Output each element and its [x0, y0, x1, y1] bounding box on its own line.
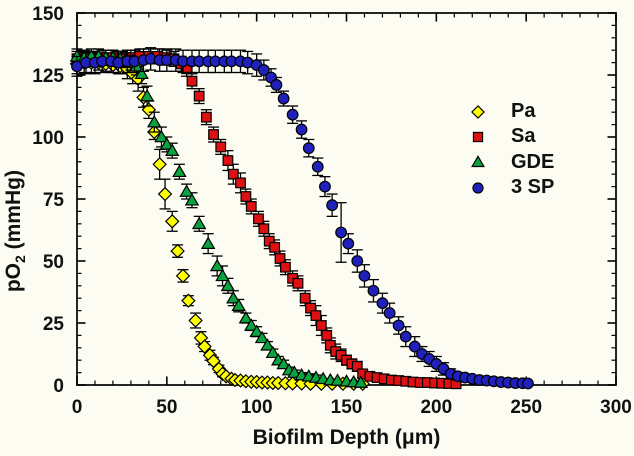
series-3sp	[71, 47, 534, 390]
svg-text:100: 100	[241, 397, 273, 418]
circle-marker-icon	[472, 181, 484, 194]
x-axis-title: Biofilm Depth (μm)	[77, 426, 616, 450]
axis-ticks	[76, 12, 617, 386]
square-marker-icon	[472, 131, 484, 143]
svg-text:300: 300	[600, 397, 632, 418]
svg-text:50: 50	[43, 252, 64, 273]
svg-text:75: 75	[43, 190, 65, 211]
svg-text:150: 150	[331, 397, 363, 418]
y-axis-title-subscript: 2	[12, 255, 29, 263]
legend-label-sa: Sa	[511, 125, 536, 148]
svg-text:125: 125	[32, 66, 64, 87]
y-axis-title: pO2 (mmHg)	[2, 121, 28, 341]
diamond-marker-icon	[471, 104, 485, 119]
svg-text:200: 200	[420, 397, 452, 418]
svg-text:50: 50	[156, 397, 177, 418]
x-axis-title-text: Biofilm Depth (μm)	[252, 426, 441, 449]
legend-label-3sp: 3 SP	[511, 176, 555, 199]
svg-text:250: 250	[510, 397, 542, 418]
svg-text:100: 100	[32, 128, 64, 149]
legend-item-3sp: 3 SP	[467, 175, 554, 200]
data-series-layer	[69, 47, 534, 392]
svg-text:25: 25	[43, 314, 65, 335]
y-axis-title-unit: (mmHg)	[1, 170, 25, 256]
legend-label-gde: GDE	[511, 150, 555, 173]
legend-item-gde: GDE	[467, 150, 554, 175]
legend-label-pa: Pa	[511, 100, 536, 123]
triangle-marker-icon	[471, 155, 485, 168]
y-axis-title-main: pO	[1, 263, 25, 293]
svg-text:150: 150	[32, 4, 64, 25]
axis-tick-labels: 0 50 100 150 200 250 300 0 25 50 75 100 125 150	[32, 4, 632, 418]
svg-text:0: 0	[53, 376, 64, 397]
legend: Pa Sa GDE 3 SP	[467, 99, 554, 200]
legend-item-sa: Sa	[467, 124, 554, 149]
svg-text:0: 0	[72, 397, 83, 418]
legend-item-pa: Pa	[467, 99, 554, 124]
